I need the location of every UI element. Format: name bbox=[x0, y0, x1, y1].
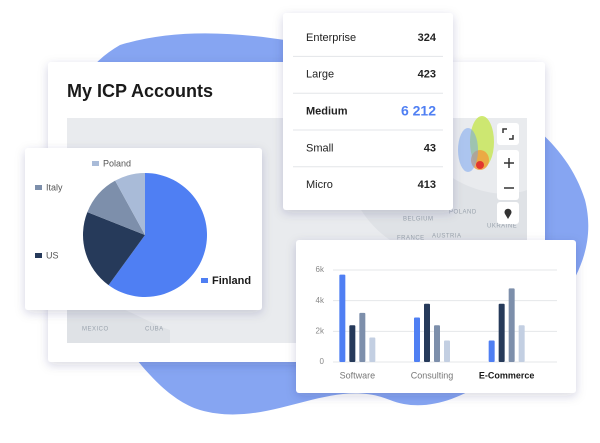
row-label: Large bbox=[306, 69, 334, 81]
table-row: Large 423 bbox=[293, 69, 443, 94]
table-row: Enterprise 324 bbox=[293, 32, 443, 57]
map-label: AUSTRIA bbox=[432, 234, 462, 240]
y-tick-label: 4k bbox=[316, 296, 325, 305]
row-label: Micro bbox=[306, 179, 333, 191]
x-tick-label: E-Commerce bbox=[479, 370, 535, 380]
map-label: CUBA bbox=[145, 327, 164, 333]
bar bbox=[444, 340, 450, 362]
row-label: Small bbox=[306, 142, 334, 154]
bar bbox=[359, 312, 366, 362]
row-value: 413 bbox=[418, 179, 436, 191]
bar bbox=[488, 340, 495, 362]
zoom-control bbox=[497, 150, 519, 200]
flag-icon bbox=[35, 185, 42, 190]
bar bbox=[508, 288, 515, 362]
bar bbox=[414, 317, 420, 362]
pie-label: Finland bbox=[212, 275, 251, 287]
table-row: Medium 6 212 bbox=[293, 102, 443, 131]
pie-chart: Finland US Italy Poland bbox=[35, 158, 251, 297]
locate-icon bbox=[504, 208, 512, 219]
fullscreen-icon bbox=[502, 128, 514, 140]
fullscreen-button[interactable] bbox=[497, 123, 519, 145]
heatmap bbox=[476, 161, 484, 169]
card-title: My ICP Accounts bbox=[67, 81, 213, 101]
segments-card bbox=[283, 13, 453, 210]
bar bbox=[434, 325, 440, 362]
bar-card bbox=[296, 240, 576, 393]
pie-label: Poland bbox=[103, 158, 131, 168]
table-row: Small 43 bbox=[293, 142, 443, 168]
table-row: Micro 413 bbox=[306, 179, 436, 191]
pie-slice bbox=[115, 173, 145, 235]
pie-slice bbox=[108, 173, 207, 297]
map-label: MEXICO bbox=[82, 327, 109, 333]
y-tick-label: 0 bbox=[320, 357, 325, 366]
map-label: BELGIUM bbox=[403, 217, 434, 223]
y-tick-label: 2k bbox=[316, 326, 325, 335]
row-value: 324 bbox=[418, 32, 437, 44]
pie-slice bbox=[87, 180, 145, 235]
row-label: Medium bbox=[306, 106, 348, 118]
bar bbox=[349, 325, 356, 362]
bar-chart: 0 2k 4k 6k Software Consulting E-Commerce bbox=[316, 265, 557, 380]
flag-icon bbox=[201, 278, 208, 283]
bar bbox=[498, 303, 505, 362]
bar bbox=[424, 303, 430, 362]
y-tick-label: 6k bbox=[316, 265, 325, 274]
heatmap bbox=[458, 128, 478, 172]
pie-label: Italy bbox=[46, 182, 63, 192]
bar bbox=[518, 325, 525, 362]
flag-icon bbox=[92, 161, 99, 166]
pie-slice bbox=[82, 212, 145, 286]
map-label: UKRAINE bbox=[487, 224, 517, 230]
pie-label: US bbox=[46, 250, 59, 260]
x-tick-label: Consulting bbox=[411, 370, 454, 380]
map-label: FRANCE bbox=[397, 236, 425, 242]
zoom-in-button[interactable] bbox=[504, 158, 514, 168]
bar bbox=[339, 274, 346, 362]
map-controls bbox=[497, 123, 519, 224]
row-value: 6 212 bbox=[401, 102, 436, 118]
row-value: 423 bbox=[418, 69, 436, 81]
x-tick-label: Software bbox=[340, 370, 376, 380]
map-label: POLAND bbox=[449, 210, 477, 216]
segments-table: Enterprise 324 Large 423 Medium 6 212 Small 43 M… bbox=[293, 32, 443, 191]
bar bbox=[369, 337, 376, 362]
flag-icon bbox=[35, 253, 42, 258]
row-value: 43 bbox=[424, 142, 436, 154]
row-label: Enterprise bbox=[306, 32, 356, 44]
